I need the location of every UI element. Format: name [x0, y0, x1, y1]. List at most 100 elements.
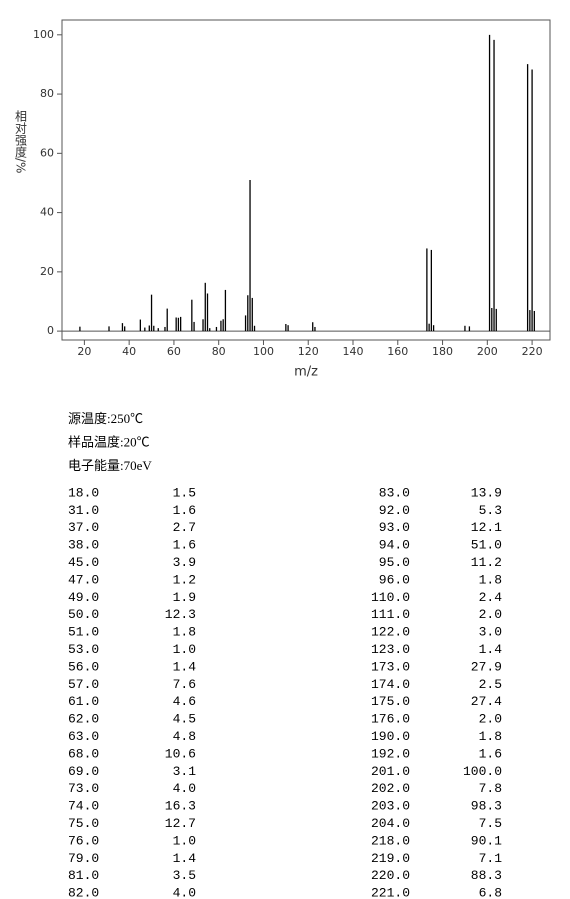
intensity-cell: 90.1	[471, 833, 502, 848]
mz-cell: 62.0	[68, 712, 99, 727]
x-tick-label: 20	[77, 345, 91, 358]
y-tick-label: 0	[47, 324, 54, 337]
mz-cell: 82.0	[68, 886, 99, 899]
mz-cell: 92.0	[379, 503, 410, 518]
mz-cell: 96.0	[379, 572, 410, 587]
mz-cell: 74.0	[68, 799, 99, 814]
intensity-cell: 10.6	[165, 746, 196, 761]
mz-cell: 81.0	[68, 868, 99, 883]
mz-cell: 38.0	[68, 538, 99, 553]
intensity-cell: 1.9	[173, 590, 196, 605]
mz-cell: 203.0	[371, 799, 410, 814]
mz-cell: 47.0	[68, 572, 99, 587]
x-tick-label: 140	[343, 345, 364, 358]
mz-cell: 93.0	[379, 520, 410, 535]
plot-frame	[61, 19, 551, 341]
x-tick-label: 100	[253, 345, 274, 358]
intensity-cell: 7.5	[479, 816, 502, 831]
mz-cell: 173.0	[371, 659, 410, 674]
intensity-cell: 1.0	[173, 642, 196, 657]
mz-cell: 31.0	[68, 503, 99, 518]
intensity-cell: 1.4	[173, 659, 197, 674]
intensity-cell: 1.6	[479, 746, 502, 761]
y-axis-label: 相对强度/%	[14, 110, 28, 174]
mz-cell: 69.0	[68, 764, 99, 779]
intensity-cell: 6.8	[479, 886, 502, 899]
intensity-cell: 1.4	[173, 851, 197, 866]
intensity-cell: 3.1	[173, 764, 197, 779]
intensity-cell: 1.8	[479, 729, 502, 744]
mz-cell: 174.0	[371, 677, 410, 692]
mz-cell: 61.0	[68, 694, 99, 709]
intensity-cell: 2.7	[173, 520, 196, 535]
mz-cell: 176.0	[371, 712, 410, 727]
intensity-cell: 3.5	[173, 868, 196, 883]
mz-cell: 79.0	[68, 851, 99, 866]
y-tick-label: 60	[40, 146, 54, 159]
mz-cell: 53.0	[68, 642, 99, 657]
intensity-cell: 1.0	[173, 833, 196, 848]
mz-cell: 220.0	[371, 868, 410, 883]
mz-cell: 37.0	[68, 520, 99, 535]
intensity-cell: 27.4	[471, 694, 502, 709]
mz-cell: 63.0	[68, 729, 99, 744]
y-tick-label: 100	[33, 28, 54, 41]
mz-cell: 218.0	[371, 833, 410, 848]
intensity-cell: 5.3	[479, 503, 502, 518]
mz-cell: 51.0	[68, 625, 99, 640]
intensity-cell: 4.0	[173, 886, 196, 899]
mz-cell: 50.0	[68, 607, 99, 622]
intensity-cell: 98.3	[471, 799, 502, 814]
mz-cell: 123.0	[371, 642, 410, 657]
mz-cell: 49.0	[68, 590, 99, 605]
intensity-cell: 7.8	[479, 781, 502, 796]
mz-cell: 110.0	[371, 590, 410, 605]
x-tick-label: 80	[212, 345, 226, 358]
y-tick-label: 80	[40, 87, 54, 100]
mz-cell: 94.0	[379, 538, 410, 553]
intensity-cell: 7.6	[173, 677, 196, 692]
x-tick-label: 160	[387, 345, 408, 358]
intensity-cell: 7.1	[479, 851, 503, 866]
mz-cell: 111.0	[371, 607, 410, 622]
intensity-cell: 2.4	[479, 590, 503, 605]
mz-cell: 95.0	[379, 555, 410, 570]
mz-cell: 175.0	[371, 694, 410, 709]
mz-cell: 221.0	[371, 886, 410, 899]
intensity-cell: 1.6	[173, 538, 196, 553]
x-tick-label: 220	[522, 345, 543, 358]
intensity-cell: 2.5	[479, 677, 502, 692]
intensity-cell: 51.0	[471, 538, 502, 553]
mz-cell: 75.0	[68, 816, 99, 831]
mz-cell: 56.0	[68, 659, 99, 674]
mz-cell: 45.0	[68, 555, 99, 570]
intensity-cell: 1.5	[173, 485, 196, 500]
intensity-cell: 13.9	[471, 485, 502, 500]
mz-cell: 201.0	[371, 764, 410, 779]
intensity-cell: 12.1	[471, 520, 502, 535]
x-tick-label: 120	[298, 345, 319, 358]
intensity-cell: 4.8	[173, 729, 196, 744]
mz-cell: 57.0	[68, 677, 99, 692]
intensity-cell: 2.0	[479, 607, 502, 622]
intensity-cell: 12.7	[165, 816, 196, 831]
info-line: 源温度:250℃	[68, 411, 143, 426]
y-tick-label: 20	[40, 265, 54, 278]
x-tick-label: 40	[122, 345, 136, 358]
mz-cell: 73.0	[68, 781, 99, 796]
y-tick-label: 40	[40, 206, 54, 219]
x-tick-label: 60	[167, 345, 181, 358]
intensity-cell: 1.8	[479, 572, 502, 587]
mz-cell: 192.0	[371, 746, 410, 761]
intensity-cell: 3.9	[173, 555, 196, 570]
intensity-cell: 1.4	[479, 642, 503, 657]
intensity-cell: 1.8	[173, 625, 196, 640]
mz-cell: 18.0	[68, 485, 99, 500]
intensity-cell: 12.3	[165, 607, 196, 622]
intensity-cell: 88.3	[471, 868, 502, 883]
info-line: 样品温度:20℃	[68, 434, 150, 449]
mz-cell: 190.0	[371, 729, 410, 744]
intensity-cell: 1.6	[173, 503, 196, 518]
mz-cell: 219.0	[371, 851, 410, 866]
